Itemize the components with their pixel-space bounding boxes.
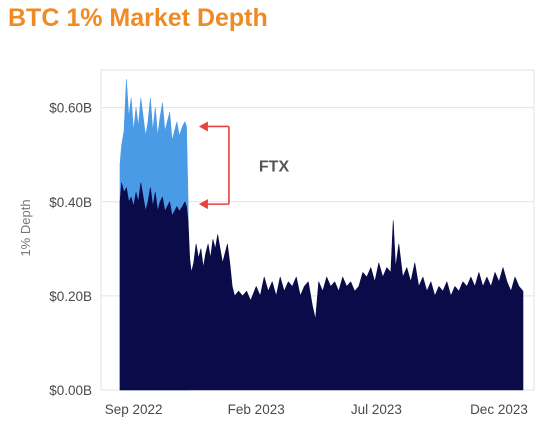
x-axis: Sep 2022 Feb 2023 Jul 2023 Dec 2023 [105,402,528,417]
annotation-arrowhead [198,199,208,210]
y-tick-label: $0.60B [49,101,92,116]
x-tick-label: Feb 2023 [228,402,285,417]
y-tick-label: $0.00B [49,383,92,398]
series-area-lower [119,182,524,391]
x-tick-label: Sep 2022 [105,402,163,417]
x-tick-label: Jul 2023 [351,402,402,417]
annotation: FTX [198,121,290,210]
y-tick-label: $0.40B [49,195,92,210]
area-series [119,79,524,391]
y-tick-label: $0.20B [49,289,92,304]
y-axis: $0.00B $0.20B $0.40B $0.60B [49,101,92,398]
chart-title: BTC 1% Market Depth [8,4,268,32]
annotation-label: FTX [259,158,290,175]
annotation-arrowhead [198,121,208,132]
x-tick-label: Dec 2023 [470,402,528,417]
y-axis-label: 1% Depth [18,199,33,256]
